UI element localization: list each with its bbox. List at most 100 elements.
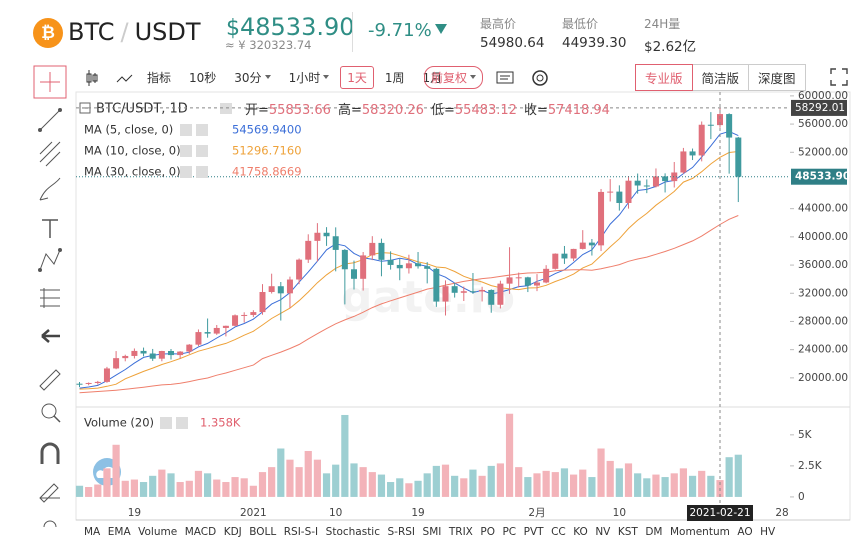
indicator-tab[interactable]: PC <box>502 526 517 538</box>
view-button[interactable]: 专业版 <box>635 64 693 91</box>
currency: $ <box>226 16 240 41</box>
close-icon[interactable] <box>176 417 188 429</box>
indicator-tab[interactable]: SMI <box>422 526 442 538</box>
indicator-tab[interactable]: KST <box>617 526 638 538</box>
ma-legend-name: MA (5, close, 0) <box>84 123 173 137</box>
toolbar-icons[interactable] <box>495 66 555 90</box>
candle-body <box>433 268 440 302</box>
interval-button[interactable]: 1天 <box>340 65 374 89</box>
candle-body <box>506 277 513 284</box>
candle-body <box>168 351 174 356</box>
chart-title: BTC/USDT, 1D <box>96 102 188 117</box>
volume-bar <box>487 465 495 497</box>
settings-icon[interactable] <box>180 124 192 136</box>
volume-bar <box>688 475 697 497</box>
volume-bar <box>341 414 349 497</box>
indicator-tab[interactable]: PO <box>480 526 495 538</box>
interval-button[interactable]: 1小时 <box>282 66 337 89</box>
indicators-button[interactable]: 指标 <box>147 70 172 85</box>
indicator-tab[interactable]: NV <box>595 526 611 538</box>
candle-body <box>488 289 495 305</box>
indicator-tab[interactable]: KO <box>573 526 588 538</box>
candle-body <box>76 383 83 385</box>
volume-bar <box>570 474 578 497</box>
candle-body <box>131 350 138 356</box>
stat-value: 54980.64 <box>480 35 545 51</box>
candle-body <box>451 286 458 293</box>
indicator-tab[interactable]: TRIX <box>448 526 473 538</box>
volume-bar <box>368 472 376 497</box>
candle-body <box>515 277 522 279</box>
candle-body <box>158 351 165 359</box>
volume-bar <box>322 473 331 497</box>
adjust-button[interactable]: 前复权 <box>424 65 484 89</box>
settings-icon[interactable] <box>180 145 192 157</box>
candle-body <box>122 355 129 359</box>
close-icon[interactable] <box>196 145 208 157</box>
indicator-tab[interactable]: AO <box>737 526 753 538</box>
candle-body <box>543 268 550 283</box>
indicator-tab[interactable]: KDJ <box>223 526 242 538</box>
stat-value: $2.62亿 <box>644 39 697 55</box>
candle-body <box>241 314 248 316</box>
adjust: 前复权 <box>424 65 487 89</box>
candle-body <box>726 114 733 138</box>
settings-icon[interactable] <box>220 103 232 114</box>
volume-bar <box>496 463 504 497</box>
fullscreen[interactable] <box>828 66 850 88</box>
volume-bar <box>597 448 605 497</box>
ma-legend-value: 54569.9400 <box>232 123 302 137</box>
indicator-tab[interactable]: RSI-S-I <box>283 526 319 538</box>
interval-label: 10秒 <box>189 70 217 85</box>
close-icon[interactable] <box>196 124 208 136</box>
ohlc-readout: 开=55853.66 <box>245 103 331 118</box>
interval-label: 1天 <box>347 70 367 85</box>
candle-body <box>735 137 742 177</box>
indicator-tab[interactable]: Stochastic <box>325 526 381 538</box>
indicator-tab[interactable]: HV <box>760 526 776 538</box>
ohlc-value: 57418.94 <box>548 103 610 118</box>
quote: USDT <box>134 18 201 46</box>
candle-body <box>469 291 476 293</box>
candle-body <box>323 232 330 237</box>
ohlc-readout: 低=55483.12 <box>431 103 517 118</box>
indicator-tab[interactable]: EMA <box>107 526 131 538</box>
volume-bar <box>304 450 312 497</box>
candle-body <box>341 249 348 270</box>
y-tick-label: 28000.00 <box>798 315 848 327</box>
close-icon[interactable] <box>196 166 208 178</box>
ma-legend-name: MA (30, close, 0) <box>84 165 181 179</box>
interval-button[interactable]: 30分 <box>227 66 277 89</box>
chart-type-icons[interactable] <box>85 67 145 89</box>
volume-bar <box>579 469 587 497</box>
drawing-tools[interactable] <box>30 62 74 532</box>
indicator-tab[interactable]: Volume <box>138 526 178 538</box>
indicator-tab[interactable]: MACD <box>184 526 217 538</box>
volume-bar <box>542 470 550 497</box>
view-button[interactable]: 深度图 <box>748 64 806 91</box>
candle-body <box>579 242 586 249</box>
indicator-tab[interactable]: S-RSI <box>387 526 416 538</box>
last-price-box <box>791 168 847 185</box>
indicator-tab[interactable]: BOLL <box>249 526 277 538</box>
symbol: BTC <box>68 18 115 46</box>
settings-icon[interactable] <box>180 166 192 178</box>
caret <box>323 75 330 79</box>
indicator-tab[interactable]: PVT <box>523 526 544 538</box>
caret <box>264 75 271 79</box>
interval-button[interactable]: 10秒 <box>182 66 223 89</box>
indicator-tab[interactable]: MA <box>84 526 101 538</box>
x-tick-label: 2021-02-21 <box>689 507 750 519</box>
indicator-tab[interactable]: CC <box>551 526 566 538</box>
volume-bar <box>94 484 102 497</box>
indicator-tab[interactable]: DM <box>645 526 663 538</box>
candle-body <box>497 283 504 305</box>
interval-button[interactable]: 1周 <box>378 66 412 89</box>
settings-icon[interactable] <box>160 417 172 429</box>
volume-bar <box>606 460 614 497</box>
volume-bar <box>405 483 413 497</box>
volume-bar <box>460 478 468 497</box>
indicator-tab[interactable]: Momentum <box>670 526 730 538</box>
volume-bar <box>661 477 669 497</box>
